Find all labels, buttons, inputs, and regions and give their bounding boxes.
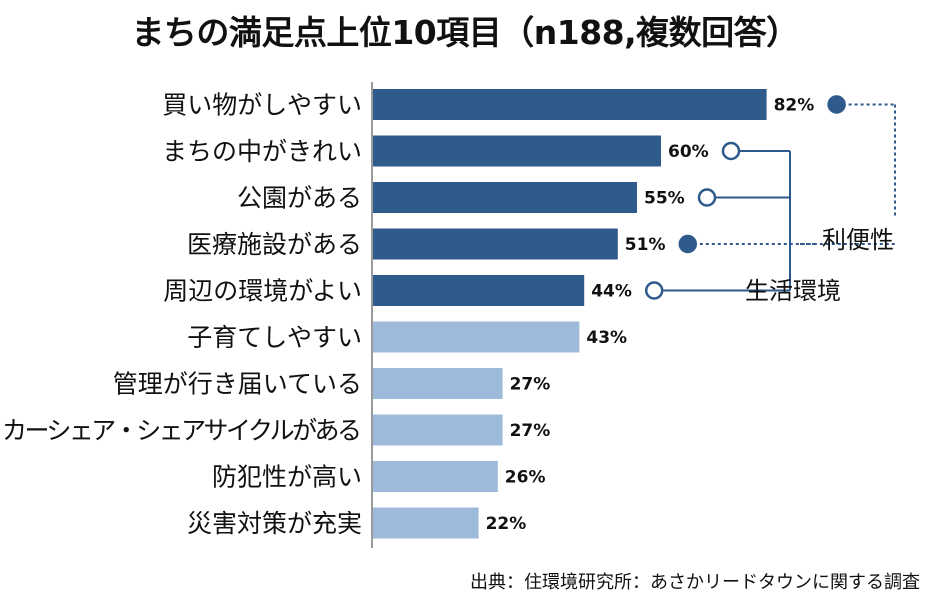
- chart-title: まちの満足点上位10項目（n188,複数回答）: [131, 13, 799, 52]
- bar: [373, 507, 479, 539]
- legend-living-environment: 生活環境: [745, 277, 841, 305]
- living-marker: [644, 281, 664, 300]
- category-label: まちの中がきれい: [162, 137, 362, 166]
- category-label: 管理が行き届いている: [113, 370, 362, 399]
- category-label: 子育てしやすい: [187, 323, 362, 352]
- bar: [373, 461, 498, 492]
- convenience-marker: [827, 95, 846, 114]
- bar: [373, 368, 503, 399]
- legend-convenience: 利便性: [822, 226, 894, 254]
- category-label: 周辺の環境がよい: [163, 277, 362, 306]
- value-label: 82%: [774, 96, 815, 116]
- bar: [373, 321, 580, 353]
- category-label: 災害対策が充実: [187, 509, 362, 538]
- value-label: 55%: [644, 189, 685, 209]
- bar: [373, 228, 618, 260]
- value-label: 22%: [486, 514, 527, 534]
- source-note: 出典：住環境研究所：あさかリードタウンに関する調査: [470, 572, 920, 593]
- convenience-marker: [678, 234, 698, 254]
- value-label: 27%: [510, 421, 551, 441]
- value-label: 43%: [586, 328, 627, 348]
- bar: [373, 414, 503, 446]
- value-label: 44%: [591, 282, 632, 302]
- category-label: 買い物がしやすい: [162, 91, 362, 120]
- category-label: 防犯性が高い: [212, 463, 362, 492]
- bar: [373, 89, 767, 120]
- value-label: 27%: [510, 375, 551, 395]
- category-label: 医療施設がある: [187, 230, 362, 259]
- bar: [373, 135, 661, 167]
- living-marker: [721, 141, 741, 161]
- living-marker: [697, 188, 717, 207]
- value-label: 26%: [505, 468, 546, 488]
- value-label: 60%: [668, 142, 709, 162]
- category-label: カーシェア・シェアサイクルがある: [2, 416, 362, 445]
- bar: [373, 182, 637, 213]
- category-label: 公園がある: [237, 184, 362, 213]
- bar: [373, 275, 585, 306]
- value-label: 51%: [625, 235, 666, 255]
